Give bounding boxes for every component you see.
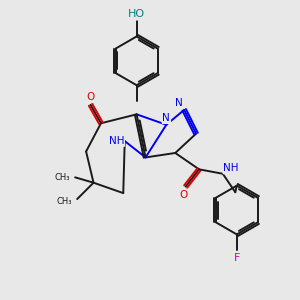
Text: O: O <box>86 92 95 101</box>
Text: CH₃: CH₃ <box>55 173 70 182</box>
Text: NH: NH <box>224 164 239 173</box>
Text: HO: HO <box>128 10 145 20</box>
Text: O: O <box>179 190 188 200</box>
Text: F: F <box>234 253 240 262</box>
Text: N: N <box>163 113 170 123</box>
Text: CH₃: CH₃ <box>57 197 72 206</box>
Text: N: N <box>175 98 183 108</box>
Text: NH: NH <box>109 136 124 146</box>
